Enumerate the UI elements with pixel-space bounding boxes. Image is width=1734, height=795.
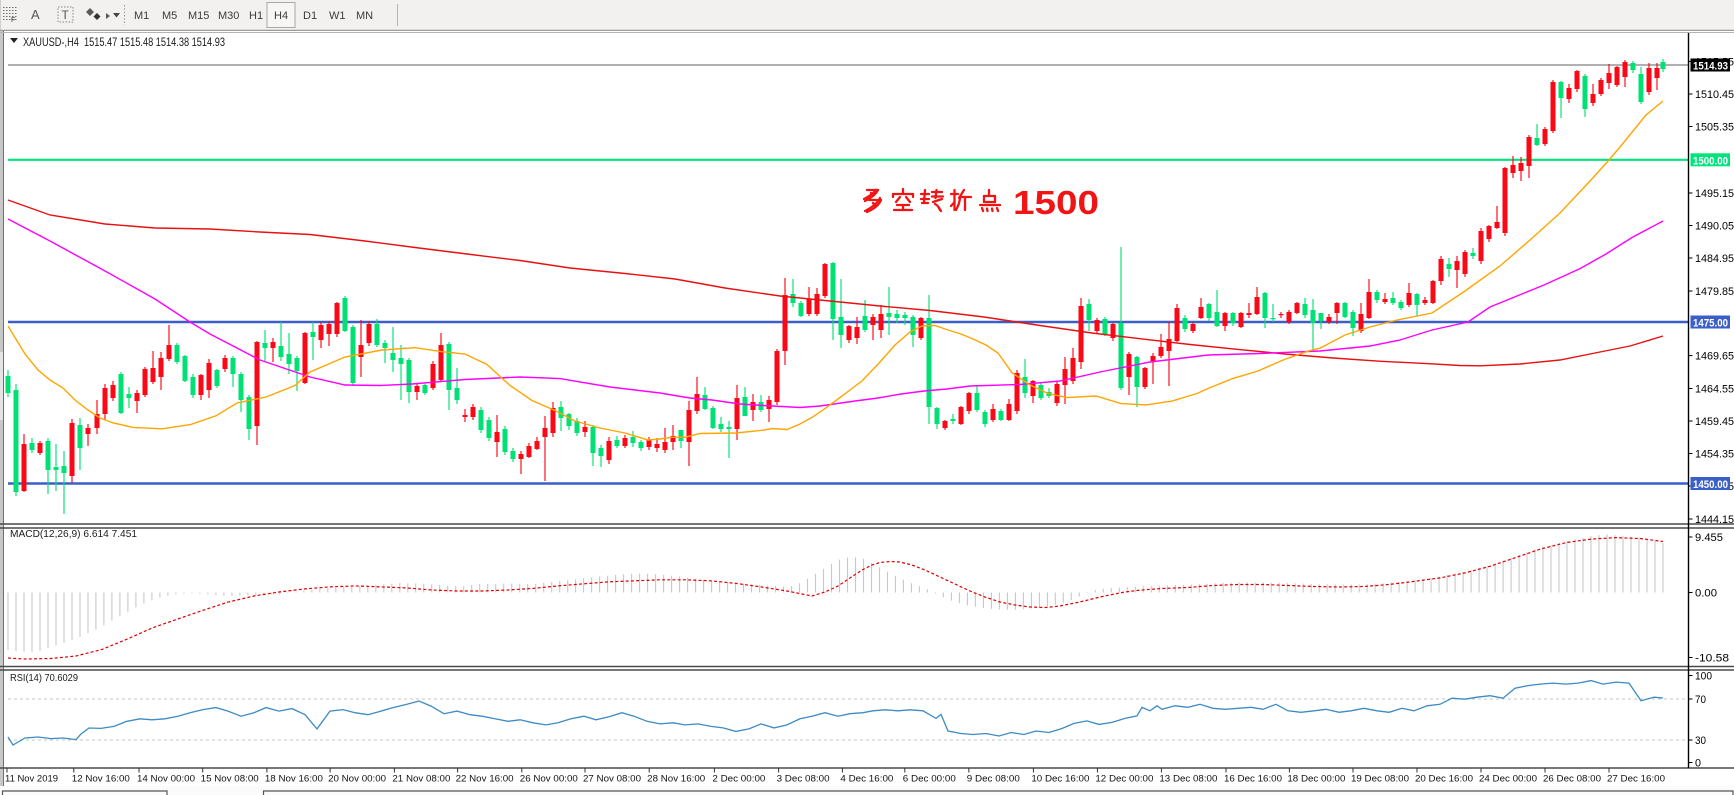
svg-text:H1: H1 bbox=[249, 10, 263, 22]
svg-text:1475.00: 1475.00 bbox=[1693, 318, 1728, 330]
svg-text:1464.55: 1464.55 bbox=[1695, 384, 1734, 396]
svg-text:1490.05: 1490.05 bbox=[1695, 221, 1734, 233]
svg-text:6 Dec 00:00: 6 Dec 00:00 bbox=[903, 774, 956, 785]
svg-text:F: F bbox=[11, 17, 15, 24]
svg-text:-10.58: -10.58 bbox=[1695, 653, 1729, 665]
svg-text:MN: MN bbox=[356, 10, 373, 22]
svg-text:70: 70 bbox=[1695, 694, 1706, 706]
svg-text:1510.45: 1510.45 bbox=[1695, 89, 1734, 101]
svg-text:13 Dec 08:00: 13 Dec 08:00 bbox=[1159, 774, 1217, 785]
svg-text:M1: M1 bbox=[134, 10, 149, 22]
svg-text:1495.15: 1495.15 bbox=[1695, 188, 1734, 200]
svg-text:1505.35: 1505.35 bbox=[1695, 122, 1734, 134]
svg-text:19 Dec 08:00: 19 Dec 08:00 bbox=[1351, 774, 1409, 785]
svg-text:26 Dec 08:00: 26 Dec 08:00 bbox=[1543, 774, 1601, 785]
svg-text:XAUUSD-,H4 1515.47 1515.48 15: XAUUSD-,H4 1515.47 1515.48 1514.38 1514.… bbox=[23, 35, 225, 49]
svg-text:1459.45: 1459.45 bbox=[1695, 416, 1734, 428]
svg-text:28 Nov 16:00: 28 Nov 16:00 bbox=[647, 774, 705, 785]
svg-text:9.455: 9.455 bbox=[1695, 532, 1723, 544]
svg-text:RSI(14) 70.6029: RSI(14) 70.6029 bbox=[10, 672, 78, 684]
svg-text:1479.85: 1479.85 bbox=[1695, 286, 1734, 298]
svg-text:1484.95: 1484.95 bbox=[1695, 253, 1734, 265]
svg-text:1469.65: 1469.65 bbox=[1695, 351, 1734, 363]
svg-text:W1: W1 bbox=[329, 10, 346, 22]
svg-text:16 Dec 16:00: 16 Dec 16:00 bbox=[1224, 774, 1282, 785]
svg-text:21 Nov 08:00: 21 Nov 08:00 bbox=[392, 774, 450, 785]
svg-text:1500.00: 1500.00 bbox=[1693, 155, 1728, 167]
svg-text:30: 30 bbox=[1695, 735, 1706, 747]
svg-text:H4: H4 bbox=[274, 10, 288, 22]
svg-text:18 Nov 16:00: 18 Nov 16:00 bbox=[265, 774, 323, 785]
svg-text:18 Dec 00:00: 18 Dec 00:00 bbox=[1287, 774, 1345, 785]
svg-text:27 Dec 16:00: 27 Dec 16:00 bbox=[1607, 774, 1665, 785]
svg-text:11 Nov 2019: 11 Nov 2019 bbox=[5, 774, 58, 785]
svg-text:12 Dec 00:00: 12 Dec 00:00 bbox=[1095, 774, 1153, 785]
svg-text:100: 100 bbox=[1695, 671, 1712, 683]
svg-text:MACD(12,26,9) 6.614 7.451: MACD(12,26,9) 6.614 7.451 bbox=[10, 528, 137, 540]
svg-text:1500: 1500 bbox=[1013, 184, 1099, 221]
svg-text:0: 0 bbox=[1695, 758, 1701, 770]
svg-text:4 Dec 16:00: 4 Dec 16:00 bbox=[840, 774, 893, 785]
svg-text:22 Nov 16:00: 22 Nov 16:00 bbox=[456, 774, 514, 785]
svg-text:M5: M5 bbox=[162, 10, 177, 22]
svg-text:3 Dec 08:00: 3 Dec 08:00 bbox=[777, 774, 830, 785]
svg-text:1514.93: 1514.93 bbox=[1693, 61, 1728, 73]
svg-text:24 Dec 00:00: 24 Dec 00:00 bbox=[1479, 774, 1537, 785]
svg-text:0.00: 0.00 bbox=[1695, 588, 1717, 600]
svg-text:20 Dec 16:00: 20 Dec 16:00 bbox=[1415, 774, 1473, 785]
svg-text:2 Dec 00:00: 2 Dec 00:00 bbox=[712, 774, 765, 785]
svg-text:M15: M15 bbox=[188, 10, 209, 22]
svg-text:27 Nov 08:00: 27 Nov 08:00 bbox=[583, 774, 641, 785]
svg-text:14 Nov 00:00: 14 Nov 00:00 bbox=[137, 774, 195, 785]
svg-text:12 Nov 16:00: 12 Nov 16:00 bbox=[72, 774, 130, 785]
svg-text:20 Nov 00:00: 20 Nov 00:00 bbox=[328, 774, 386, 785]
svg-text:15 Nov 08:00: 15 Nov 08:00 bbox=[201, 774, 259, 785]
svg-text:T: T bbox=[62, 8, 70, 22]
svg-text:A: A bbox=[31, 7, 40, 22]
svg-text:1450.00: 1450.00 bbox=[1693, 479, 1728, 491]
svg-text:26 Nov 00:00: 26 Nov 00:00 bbox=[520, 774, 578, 785]
svg-text:1454.35: 1454.35 bbox=[1695, 449, 1734, 461]
svg-text:M30: M30 bbox=[218, 10, 239, 22]
svg-text:D1: D1 bbox=[303, 10, 317, 22]
svg-text:10 Dec 16:00: 10 Dec 16:00 bbox=[1031, 774, 1089, 785]
svg-text:9 Dec 08:00: 9 Dec 08:00 bbox=[967, 774, 1020, 785]
svg-text:1444.15: 1444.15 bbox=[1695, 514, 1734, 526]
